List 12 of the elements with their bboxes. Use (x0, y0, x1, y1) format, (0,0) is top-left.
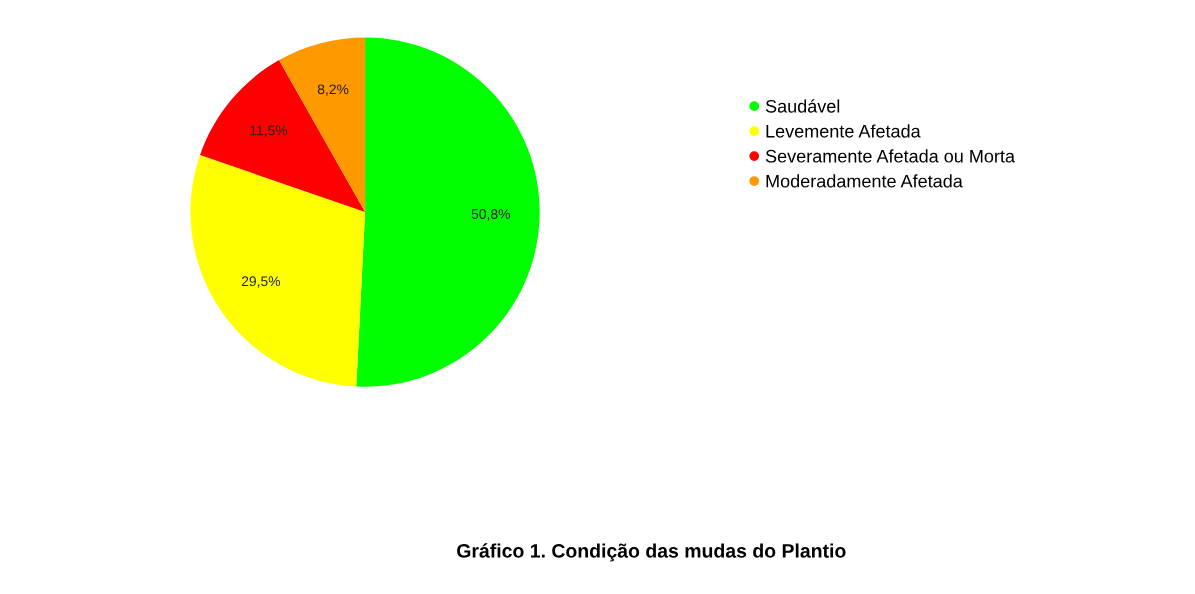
pie-slice (356, 37, 540, 387)
legend-label: Moderadamente Afetada (766, 174, 963, 188)
data-label: 29,5% (241, 276, 281, 288)
data-label: 11,5% (250, 125, 288, 137)
legend-label: Saudável (765, 99, 840, 113)
legend-label: Levemente Afetada (766, 124, 921, 138)
data-label: 8,2% (317, 84, 349, 96)
data-label: 50,8% (471, 209, 510, 221)
text: Gráfico 1. Condição das mudas do Plantio (457, 543, 846, 562)
pie-slice (200, 60, 366, 213)
pie-slice (190, 154, 366, 387)
legend-label: Severamente Afetada ou Morta (765, 149, 1015, 163)
